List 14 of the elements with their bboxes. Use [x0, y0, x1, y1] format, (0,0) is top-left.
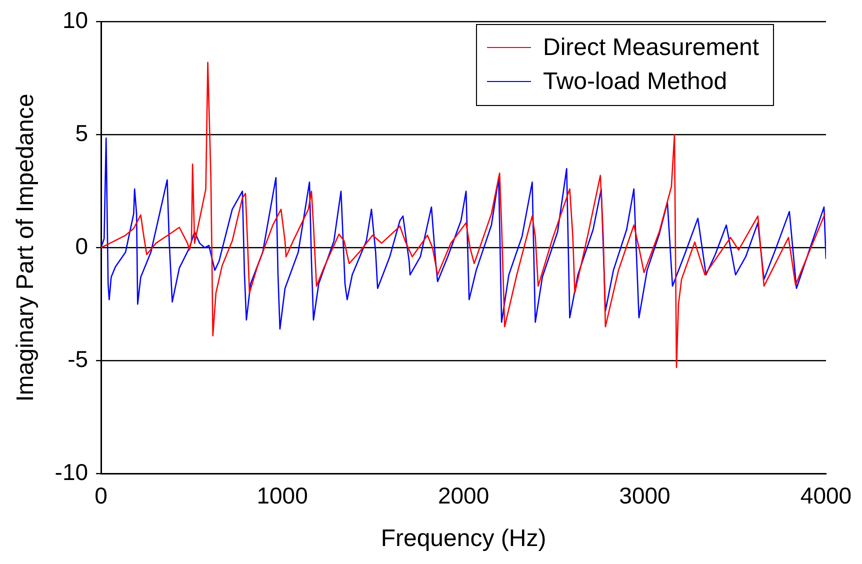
x-tick-label: 2000 — [438, 482, 490, 509]
y-tick-label: 5 — [75, 120, 88, 146]
y-tick-label: -10 — [54, 458, 88, 485]
x-axis-title: Frequency (Hz) — [380, 525, 546, 552]
x-tick-label: 3000 — [619, 482, 670, 509]
legend-label: Two-load Method — [543, 66, 728, 97]
x-tick-label: 1000 — [256, 482, 308, 509]
y-tick-label: 0 — [75, 233, 88, 260]
y-axis-title: Imaginary Part of Impedance — [12, 94, 40, 402]
x-tick-label: 0 — [94, 482, 108, 509]
y-tick-label: 10 — [62, 7, 88, 34]
x-tick-label: 4000 — [800, 482, 852, 509]
legend-label: Direct Measurement — [543, 32, 760, 63]
y-tick-label: -5 — [68, 346, 88, 372]
